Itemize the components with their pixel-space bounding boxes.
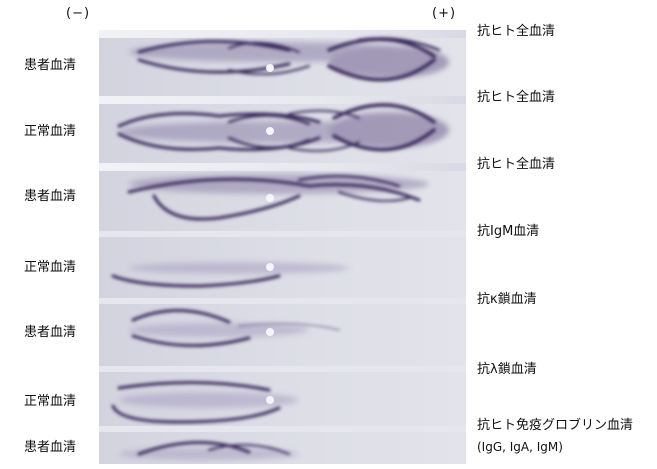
trough-1 [99,30,466,38]
cathode-label: (−) [66,6,91,21]
sample-label-6: 正常血清 [24,394,77,409]
sample-well-icon [266,64,274,72]
trough-3 [99,163,466,171]
antiserum-sublabel: (IgG, IgA, IgM) [477,440,563,454]
antiserum-troughs [99,30,466,432]
sample-label-4: 正常血清 [24,260,77,275]
sample-wells [266,64,274,404]
sample-label-3: 患者血清 [24,189,77,204]
anode-label: (+) [432,6,457,21]
trough-5 [99,298,466,304]
trough-6 [99,366,466,372]
sample-label-1: 患者血清 [24,58,77,73]
sample-well-icon [266,194,274,202]
trough-4 [99,231,466,237]
sample-label-2: 正常血清 [24,124,77,139]
antiserum-label-5: 抗κ鎖血清 [477,292,537,307]
trough-2 [99,96,466,104]
sample-well-icon [266,328,274,336]
sample-well-icon [266,127,274,135]
trough-7 [99,426,466,432]
antiserum-label-4: 抗IgM血清 [477,224,540,239]
antiserum-label-3: 抗ヒト全血清 [477,157,556,172]
sample-well-icon [266,396,274,404]
immunoelectrophoresis-gel [99,30,466,464]
antiserum-label-7: 抗ヒト免疫グロブリン血清 [477,418,634,433]
sample-label-7: 患者血清 [24,440,77,455]
sample-well-icon [266,263,274,271]
precipitin-arcs [111,37,441,456]
antiserum-label-6: 抗λ鎖血清 [477,362,537,377]
antiserum-label-2: 抗ヒト全血清 [477,90,556,105]
sample-label-5: 患者血清 [24,325,77,340]
antiserum-label-1: 抗ヒト全血清 [477,24,556,39]
